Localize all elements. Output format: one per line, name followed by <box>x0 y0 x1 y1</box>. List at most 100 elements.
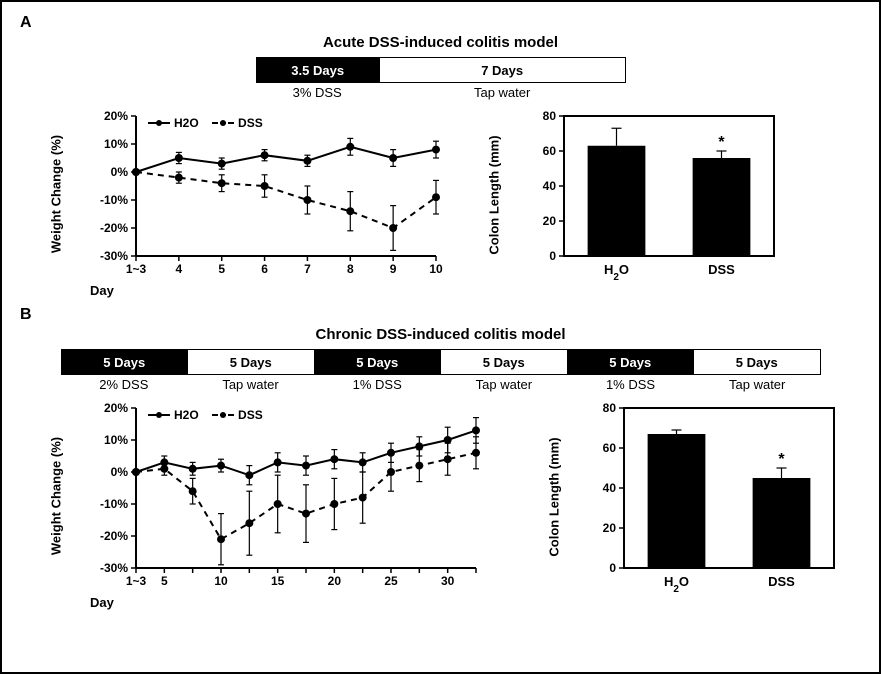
timeline-sublabel: Tap water <box>441 377 568 392</box>
svg-text:25: 25 <box>384 574 398 588</box>
panel-A-legend: H2O DSS <box>148 116 273 131</box>
panel-B-line-chart: Weight Change (%) H2O DSS -30%-20%-10%0%… <box>90 402 486 590</box>
svg-text:40: 40 <box>603 481 617 495</box>
svg-text:1~3: 1~3 <box>126 262 147 276</box>
legend-line-solid-icon <box>148 410 170 420</box>
svg-text:-10%: -10% <box>100 193 128 207</box>
panel-B-bar-svg: 0 20 40 60 80 H2O * DSS <box>586 402 844 592</box>
timeline-sublabel: 1% DSS <box>567 377 694 392</box>
svg-text:20: 20 <box>603 521 617 535</box>
panel-A-bar-chart: Colon Length (mm) 020406080H2O*DSS <box>526 110 784 280</box>
timeline-segment: 5 Days <box>440 350 567 374</box>
timeline-sublabel: 3% DSS <box>256 85 379 100</box>
svg-text:*: * <box>778 451 785 468</box>
svg-text:DSS: DSS <box>708 262 735 277</box>
svg-text:40: 40 <box>543 179 557 193</box>
svg-text:0: 0 <box>549 249 556 263</box>
timeline-segment: 3.5 Days <box>257 58 379 82</box>
panel-B-bar-chart: Colon Length (mm) 020406080H2O*DSS <box>586 402 844 592</box>
svg-text:H2O: H2O <box>664 574 689 592</box>
panel-A-label: A <box>20 14 861 32</box>
svg-text:0: 0 <box>609 561 616 575</box>
figure-frame: A Acute DSS-induced colitis model 3.5 Da… <box>0 0 881 674</box>
svg-text:-20%: -20% <box>100 529 128 543</box>
legend-item-dss-b: DSS <box>212 408 263 422</box>
panel-B-legend: H2O DSS <box>148 408 273 423</box>
panel-B-timeline-labels: 2% DSSTap water1% DSSTap water1% DSSTap … <box>61 377 821 392</box>
svg-text:80: 80 <box>603 402 617 415</box>
panel-B-line-ylabel: Weight Change (%) <box>49 437 64 555</box>
panel-B-label: B <box>20 306 861 324</box>
svg-text:15: 15 <box>271 574 285 588</box>
panel-B-line-svg: -30% -20% -10% 0% 10% 20% 1~3 5 10 15 20 25 30 <box>90 402 486 590</box>
svg-text:30: 30 <box>441 574 455 588</box>
timeline-segment: 5 Days <box>314 350 441 374</box>
svg-text:0%: 0% <box>111 465 129 479</box>
panel-B-title: Chronic DSS-induced colitis model <box>20 326 861 343</box>
svg-text:80: 80 <box>543 110 557 123</box>
svg-text:10%: 10% <box>104 433 128 447</box>
legend-line-dashed-icon <box>212 410 234 420</box>
svg-text:10%: 10% <box>104 137 128 151</box>
svg-text:5: 5 <box>161 574 168 588</box>
svg-text:-20%: -20% <box>100 221 128 235</box>
legend-label-dss-b: DSS <box>238 408 263 422</box>
svg-text:*: * <box>718 134 725 151</box>
svg-text:5: 5 <box>218 262 225 276</box>
timeline-segment: 7 Days <box>379 58 625 82</box>
legend-line-dashed-icon <box>212 118 234 128</box>
svg-text:6: 6 <box>261 262 268 276</box>
svg-text:60: 60 <box>543 144 557 158</box>
svg-text:20%: 20% <box>104 110 128 123</box>
svg-text:H2O: H2O <box>604 262 629 280</box>
timeline-sublabel: 2% DSS <box>61 377 188 392</box>
panel-B-timeline: 5 Days5 Days5 Days5 Days5 Days5 Days <box>61 349 821 375</box>
svg-text:7: 7 <box>304 262 311 276</box>
legend-label-h2o: H2O <box>174 116 199 130</box>
panel-A-bar-ylabel: Colon Length (mm) <box>487 135 502 254</box>
svg-text:60: 60 <box>603 441 617 455</box>
panel-B-line-xlabel: Day <box>90 595 114 610</box>
panel-A-line-ylabel: Weight Change (%) <box>49 135 64 253</box>
timeline-sublabel: Tap water <box>379 85 626 100</box>
timeline-segment: 5 Days <box>567 350 694 374</box>
legend-line-solid-icon <box>148 118 170 128</box>
panel-A-timeline: 3.5 Days7 Days <box>256 57 626 83</box>
legend-item-h2o-b: H2O <box>148 408 199 422</box>
panel-B: B Chronic DSS-induced colitis model 5 Da… <box>20 306 861 592</box>
panel-A-title: Acute DSS-induced colitis model <box>20 34 861 51</box>
legend-label-h2o-b: H2O <box>174 408 199 422</box>
panel-A-line-svg: -30% -20% -10% 0% 10% 20% 1~3 4 5 6 7 8 9 10 <box>90 110 446 278</box>
svg-text:1~3: 1~3 <box>126 574 147 588</box>
svg-text:-10%: -10% <box>100 497 128 511</box>
panel-A-bar-svg: 0 20 40 60 80 H2O * DSS <box>526 110 784 280</box>
timeline-sublabel: 1% DSS <box>314 377 441 392</box>
svg-text:20%: 20% <box>104 402 128 415</box>
timeline-segment: 5 Days <box>62 350 188 374</box>
svg-text:-30%: -30% <box>100 249 128 263</box>
timeline-segment: 5 Days <box>187 350 314 374</box>
panel-A-timeline-labels: 3% DSSTap water <box>256 85 626 100</box>
panel-A-line-chart: Weight Change (%) H2O DSS -30%-20%-10%0%… <box>90 110 446 278</box>
legend-item-h2o: H2O <box>148 116 199 130</box>
panel-B-charts-row: Weight Change (%) H2O DSS -30%-20%-10%0%… <box>90 402 861 592</box>
svg-text:20: 20 <box>328 574 342 588</box>
svg-text:10: 10 <box>214 574 228 588</box>
legend-label-dss: DSS <box>238 116 263 130</box>
panel-A-line-xlabel: Day <box>90 283 114 298</box>
legend-item-dss: DSS <box>212 116 263 130</box>
svg-text:20: 20 <box>543 214 557 228</box>
panel-A: A Acute DSS-induced colitis model 3.5 Da… <box>20 14 861 280</box>
svg-text:9: 9 <box>390 262 397 276</box>
svg-text:-30%: -30% <box>100 561 128 575</box>
panel-B-bar-ylabel: Colon Length (mm) <box>547 437 562 556</box>
panel-A-charts-row: Weight Change (%) H2O DSS -30%-20%-10%0%… <box>90 110 861 280</box>
svg-text:10: 10 <box>429 262 443 276</box>
timeline-segment: 5 Days <box>693 350 820 374</box>
svg-text:4: 4 <box>176 262 183 276</box>
timeline-sublabel: Tap water <box>187 377 314 392</box>
svg-text:DSS: DSS <box>768 574 795 589</box>
timeline-sublabel: Tap water <box>694 377 821 392</box>
svg-text:0%: 0% <box>111 165 129 179</box>
svg-text:8: 8 <box>347 262 354 276</box>
